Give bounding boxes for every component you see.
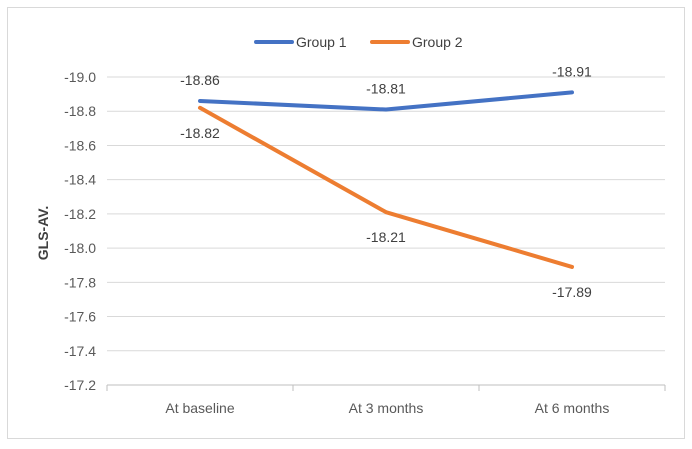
x-tick-label: At baseline <box>165 400 234 416</box>
y-tick-label: -18.8 <box>64 103 96 119</box>
series-line-group-2 <box>198 105 574 269</box>
data-label: -18.91 <box>552 63 592 79</box>
series-lines <box>198 90 574 269</box>
data-label: -17.89 <box>552 284 592 300</box>
data-label: -18.82 <box>180 125 220 141</box>
y-tick-label: -17.4 <box>64 343 96 359</box>
legend-label: Group 1 <box>296 34 347 50</box>
y-tick-label: -18.4 <box>64 172 96 188</box>
y-tick-label: -17.8 <box>64 274 96 290</box>
data-label: -18.81 <box>366 81 406 97</box>
x-tick-label: At 6 months <box>535 400 610 416</box>
data-labels: -18.86 -18.81 -18.91 -18.82 -18.21 -17.89 <box>180 63 592 300</box>
y-tick-label: -19.0 <box>64 69 96 85</box>
data-label: -18.86 <box>180 72 220 88</box>
y-axis-label: GLS-AV. <box>35 206 51 260</box>
y-tick-label: -18.2 <box>64 206 96 222</box>
x-axis: At baseline At 3 months At 6 months <box>106 384 666 416</box>
y-tick-label: -18.0 <box>64 240 96 256</box>
y-tick-label: -17.2 <box>64 377 96 393</box>
gridlines <box>107 76 665 352</box>
legend: Group 1 Group 2 <box>254 34 463 50</box>
x-tick-label: At 3 months <box>349 400 424 416</box>
y-tick-label: -17.6 <box>64 309 96 325</box>
legend-label: Group 2 <box>412 34 463 50</box>
y-tick-label: -18.6 <box>64 137 96 153</box>
y-axis-ticks: -19.0 -18.8 -18.6 -18.4 -18.2 -18.0 -17.8 -17.6… <box>64 69 96 393</box>
chart-frame <box>7 7 685 439</box>
data-label: -18.21 <box>366 229 406 245</box>
series-line-group-1 <box>198 90 574 112</box>
